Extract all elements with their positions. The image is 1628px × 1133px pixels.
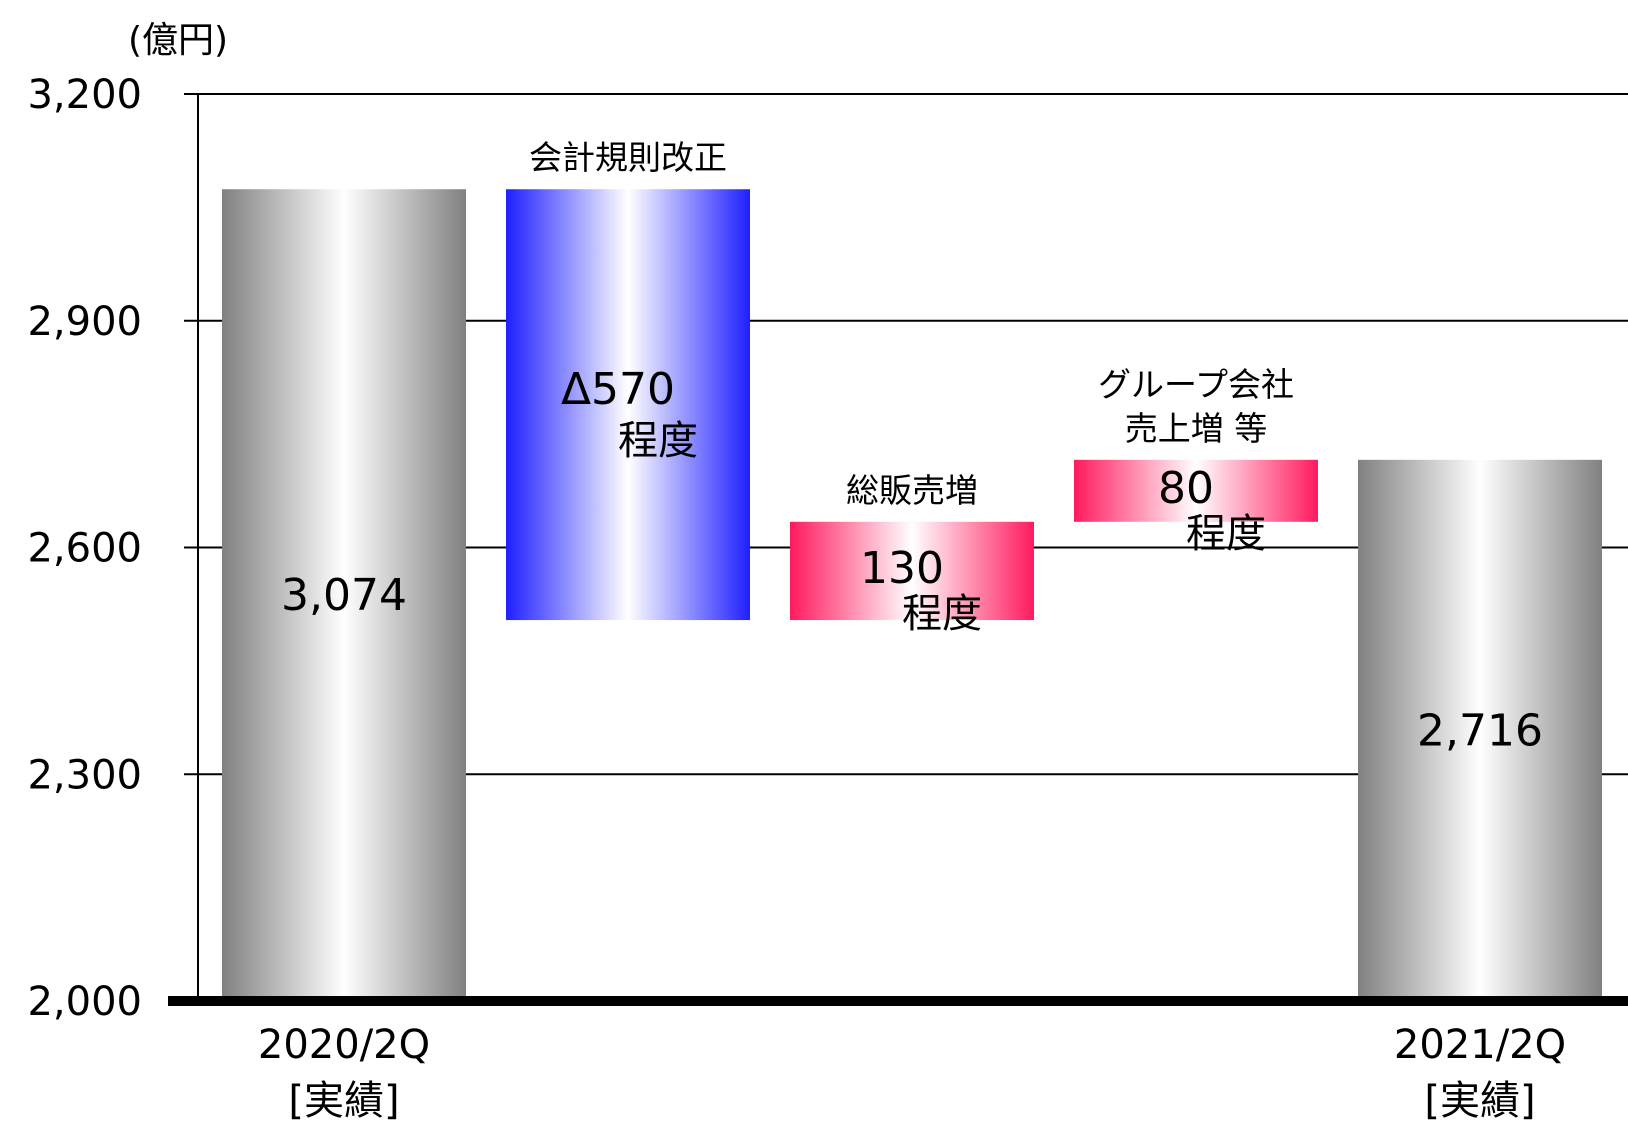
bar-decrease [506,189,750,621]
y-tick-label: 2,900 [27,299,142,345]
bar-caption: 総販売増 [846,471,978,510]
bar-sublabel: 程度 [1186,511,1266,557]
x-category-label: 2021/2Q [1394,1022,1566,1068]
bar-total [222,189,466,1002]
bar-caption: 売上増 等 [1125,409,1268,448]
bar-value-label: 130 [860,543,944,594]
labels: 2,000 2,300 2,600 2,900 3,200 (億円) 3,074 2020/2… [27,20,1566,1124]
bars [222,189,1602,1002]
bar-increase [790,521,1034,621]
bar-caption: グループ会社 [1098,365,1294,404]
y-tick-label: 2,300 [27,752,142,798]
bar-value-label: 2,716 [1417,705,1543,756]
bar-value-label: 80 [1158,463,1214,514]
y-tick-label: 2,000 [27,979,142,1025]
bar-value-label: 3,074 [281,570,407,621]
y-tick-label: 2,600 [27,526,142,572]
y-unit-label: (億円) [128,20,228,61]
bar-sublabel: 程度 [618,418,698,464]
axes [168,93,1628,1006]
x-category-label: 2020/2Q [258,1022,430,1068]
bar-increase [1074,459,1318,522]
x-category-label: [実績] [288,1078,399,1124]
y-tick-label: 3,200 [27,72,142,118]
bar-caption: 会計規則改正 [529,138,727,177]
bar-sublabel: 程度 [902,591,982,637]
bar-value-label: Δ570 [561,364,675,415]
x-category-label: [実績] [1424,1078,1535,1124]
bar-total [1358,459,1602,1001]
